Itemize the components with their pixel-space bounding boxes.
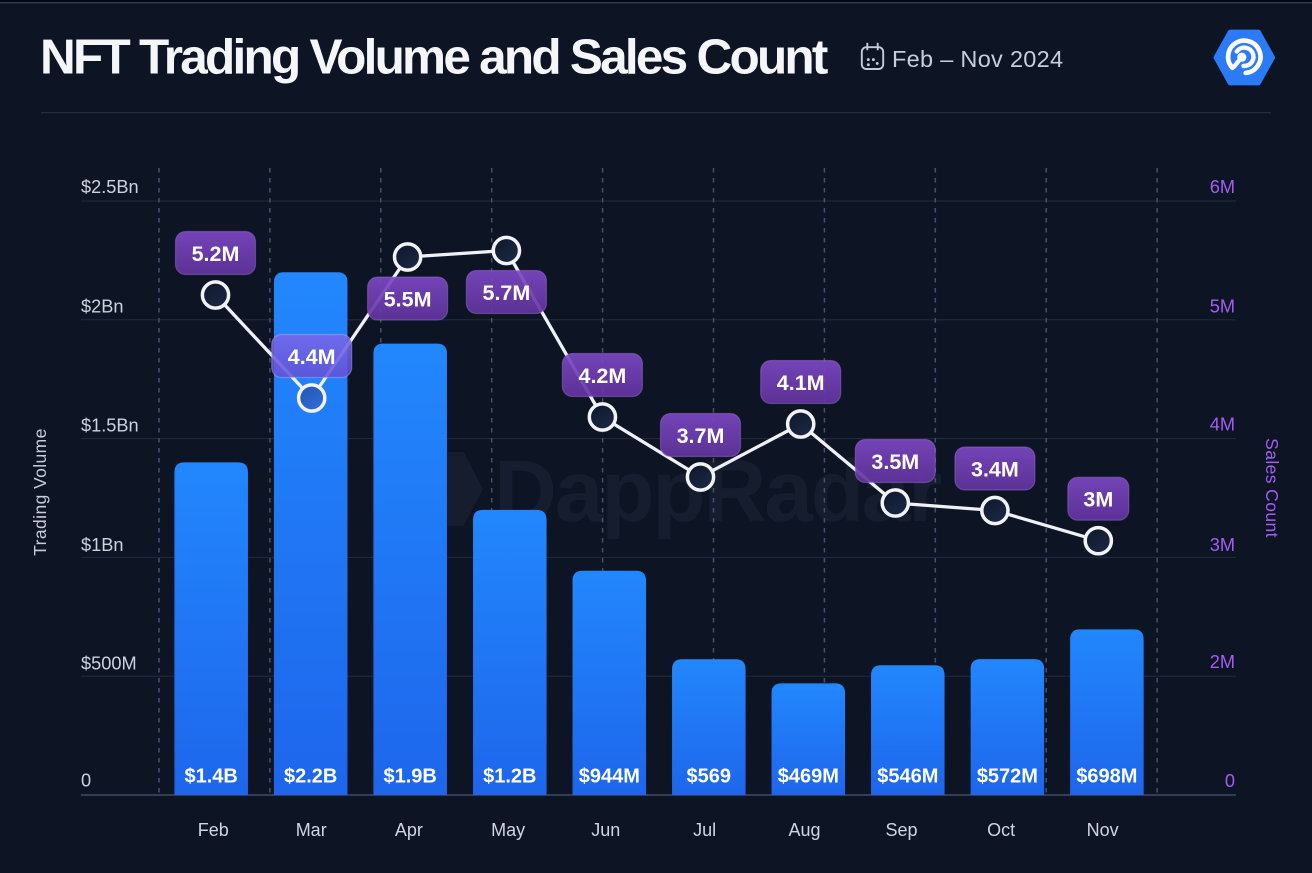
svg-text:Jun: Jun (591, 820, 620, 840)
svg-text:2M: 2M (1210, 652, 1235, 672)
svg-text:4.1M: 4.1M (777, 371, 825, 395)
svg-text:Mar: Mar (296, 820, 327, 840)
svg-text:3M: 3M (1210, 535, 1235, 555)
svg-text:$572M: $572M (977, 766, 1038, 788)
svg-text:5.7M: 5.7M (482, 281, 530, 305)
svg-text:4.2M: 4.2M (578, 364, 626, 388)
svg-text:3M: 3M (1083, 488, 1113, 512)
svg-text:3.7M: 3.7M (677, 424, 725, 448)
svg-text:$469M: $469M (778, 766, 839, 788)
svg-text:4M: 4M (1210, 415, 1235, 435)
svg-text:Apr: Apr (395, 820, 423, 840)
svg-text:$569: $569 (687, 766, 732, 788)
svg-text:5.2M: 5.2M (192, 242, 240, 266)
svg-text:$2.5Bn: $2.5Bn (81, 177, 139, 197)
svg-text:3.5M: 3.5M (871, 450, 919, 474)
svg-text:Oct: Oct (987, 820, 1015, 840)
svg-text:6M: 6M (1210, 177, 1235, 197)
svg-text:Sales Count: Sales Count (1262, 438, 1282, 538)
svg-text:$1.4B: $1.4B (185, 766, 238, 788)
svg-text:$698M: $698M (1076, 766, 1137, 788)
svg-text:Sep: Sep (885, 820, 917, 840)
svg-text:$2.2B: $2.2B (284, 766, 337, 788)
svg-text:Jul: Jul (693, 820, 716, 840)
svg-text:Trading Volume: Trading Volume (30, 428, 50, 556)
svg-text:$1Bn: $1Bn (81, 535, 123, 555)
svg-text:5.5M: 5.5M (384, 288, 432, 312)
svg-text:$1.5Bn: $1.5Bn (81, 416, 139, 436)
svg-text:5M: 5M (1210, 297, 1235, 317)
svg-text:Aug: Aug (788, 820, 820, 840)
svg-text:0: 0 (81, 771, 91, 791)
svg-text:$500M: $500M (81, 654, 137, 674)
svg-text:Feb: Feb (198, 820, 229, 840)
svg-text:$1.9B: $1.9B (384, 766, 437, 788)
svg-text:4.4M: 4.4M (288, 345, 336, 369)
svg-text:3.4M: 3.4M (971, 458, 1019, 482)
svg-text:$546M: $546M (877, 766, 938, 788)
svg-text:$1.2B: $1.2B (483, 766, 536, 788)
svg-text:Nov: Nov (1087, 820, 1119, 840)
svg-text:$944M: $944M (579, 766, 640, 788)
svg-text:0: 0 (1225, 771, 1235, 791)
svg-text:NFT Trading Volume and Sales C: NFT Trading Volume and Sales Count (40, 30, 828, 85)
svg-text:Feb – Nov 2024: Feb – Nov 2024 (892, 46, 1063, 72)
svg-text:$2Bn: $2Bn (81, 297, 123, 317)
svg-text:May: May (491, 820, 525, 840)
